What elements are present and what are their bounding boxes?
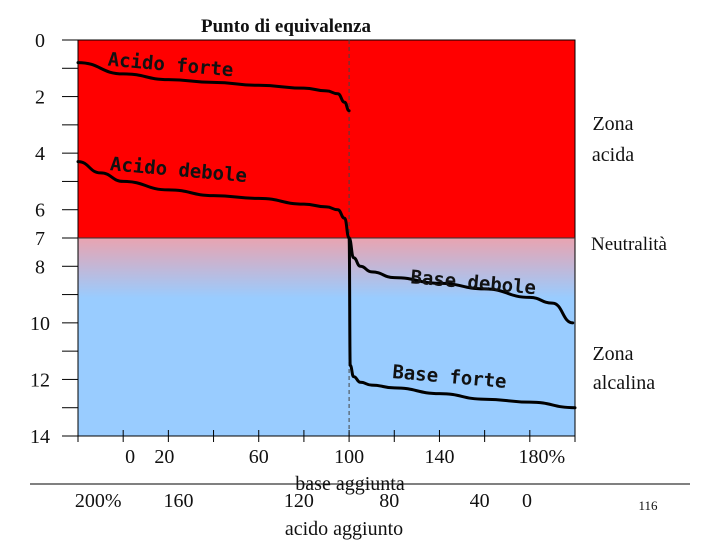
x-bottom-axis-label: acido aggiunto (285, 518, 403, 540)
x-top-tick-label: 180% (518, 446, 565, 468)
y-tick-label: 12 (30, 369, 50, 391)
x-bottom-tick-label: 160 (164, 490, 194, 512)
x-top-axis-label: base aggiunta (295, 473, 405, 495)
chart-title: Punto di equivalenza (201, 16, 371, 37)
x-bottom-tick-label: 200% (75, 490, 122, 512)
acid-zone-label-1: Zona (592, 113, 633, 135)
curve-base-forte (347, 236, 577, 410)
alkaline-zone-label-2: alcalina (593, 372, 655, 394)
y-tick-label: 14 (30, 426, 50, 448)
page-number: 116 (638, 498, 658, 513)
x-top-tick-label: 60 (249, 446, 269, 468)
y-axis-ticks: 0 2 4 6 7 8 10 12 14 (30, 30, 78, 448)
curve-acido-debole (76, 160, 351, 240)
y-tick-label: 4 (35, 143, 45, 165)
acid-zone-label-2: acida (592, 144, 634, 166)
y-tick-label: 2 (35, 87, 45, 109)
x-bottom-tick-label: 40 (470, 490, 490, 512)
y-tick-label: 10 (30, 313, 50, 335)
x-top-tick-label: 0 (125, 446, 135, 468)
y-tick-label: 7 (35, 228, 45, 250)
x-top-tick-label: 140 (424, 446, 454, 468)
x-top-tick-label: 20 (154, 446, 174, 468)
curve-base-debole (347, 236, 575, 325)
acid-zone (78, 40, 575, 238)
titration-curves (76, 61, 577, 410)
y-tick-label: 0 (35, 30, 45, 52)
curve-acido-forte (76, 61, 351, 113)
x-top-tick-label: 100 (334, 446, 364, 468)
alkaline-zone-label-1: Zona (592, 343, 633, 365)
x-bottom-tick-label: 120 (284, 490, 314, 512)
x-axis-ticks: 0 20 60 100 140 180% 200% 160 120 80 40 0 (75, 430, 576, 512)
y-tick-label: 8 (35, 256, 45, 278)
neutral-label: Neutralità (591, 234, 668, 255)
y-tick-label: 6 (35, 200, 45, 222)
x-bottom-tick-label: 0 (522, 490, 532, 512)
alkaline-zone (78, 298, 575, 436)
x-bottom-tick-label: 80 (379, 490, 399, 512)
